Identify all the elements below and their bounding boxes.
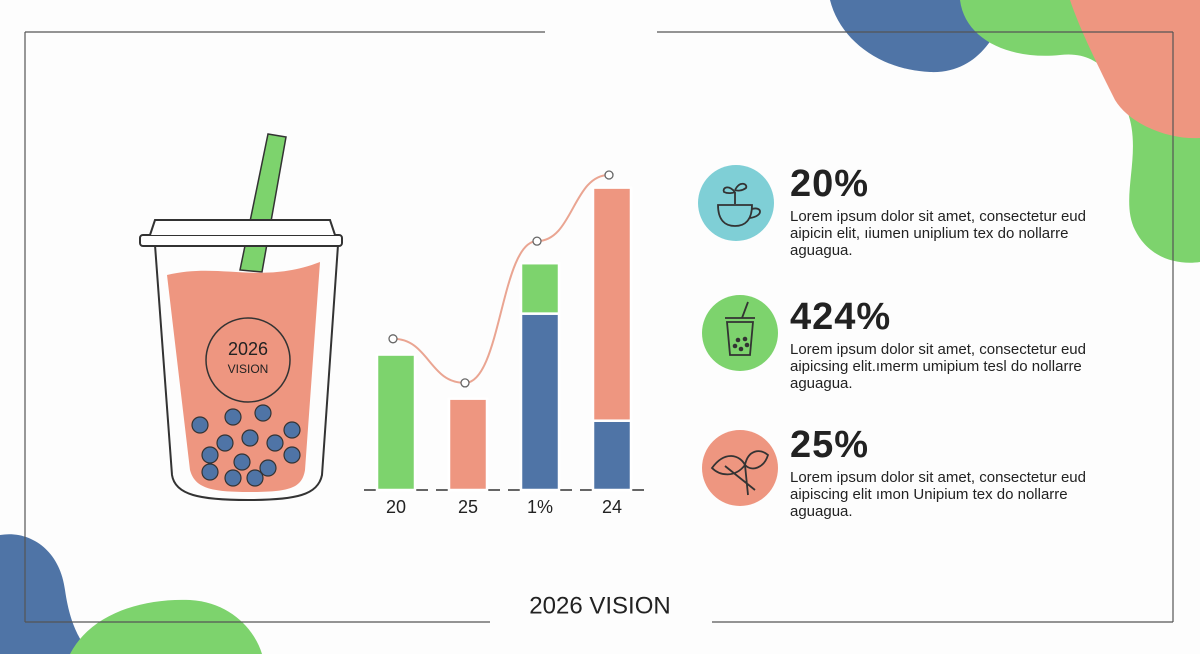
x-tick-label: 1% bbox=[527, 497, 553, 517]
stat-text: Lorem ipsum dolor sit amet, consectetur … bbox=[790, 208, 1086, 259]
trend-point bbox=[532, 236, 542, 246]
frame bbox=[24, 31, 1174, 623]
bar bbox=[519, 261, 561, 315]
stat-text: Lorem ipsum dolor sit amet, consectetur … bbox=[790, 341, 1086, 392]
stat: 20% Lorem ipsum dolor sit amet, consecte… bbox=[790, 164, 1090, 259]
x-tick-label: 20 bbox=[386, 497, 406, 517]
trend-point bbox=[604, 170, 614, 180]
stat: 424% Lorem ipsum dolor sit amet, consect… bbox=[790, 297, 1090, 392]
cup-year: 2026 bbox=[228, 339, 268, 359]
cup-label: VISION bbox=[228, 362, 269, 376]
trend-point bbox=[460, 378, 470, 388]
blob bbox=[70, 599, 262, 654]
trend-point bbox=[388, 334, 398, 344]
trend-line bbox=[392, 174, 610, 384]
blob bbox=[1070, 0, 1200, 139]
footer-title: 2026 VISION bbox=[529, 592, 670, 619]
stat-text: Lorem ipsum dolor sit amet, consectetur … bbox=[790, 469, 1086, 520]
stat-value: 20% bbox=[790, 163, 870, 205]
blob bbox=[0, 534, 90, 654]
stat-value: 424% bbox=[790, 296, 892, 338]
stat-value: 25% bbox=[790, 424, 870, 466]
icon bbox=[702, 295, 778, 371]
cup-illustration: 2026 VISION bbox=[139, 133, 343, 502]
stat: 25% Lorem ipsum dolor sit amet, consecte… bbox=[790, 425, 1090, 520]
bar bbox=[519, 312, 561, 492]
bar bbox=[591, 186, 633, 422]
bar bbox=[591, 419, 633, 492]
blob bbox=[830, 0, 1010, 73]
bar bbox=[375, 353, 417, 492]
x-tick-label: 24 bbox=[602, 497, 622, 517]
icon bbox=[698, 165, 774, 241]
x-tick-label: 25 bbox=[458, 497, 478, 517]
icon bbox=[702, 430, 778, 506]
bar bbox=[447, 397, 489, 492]
